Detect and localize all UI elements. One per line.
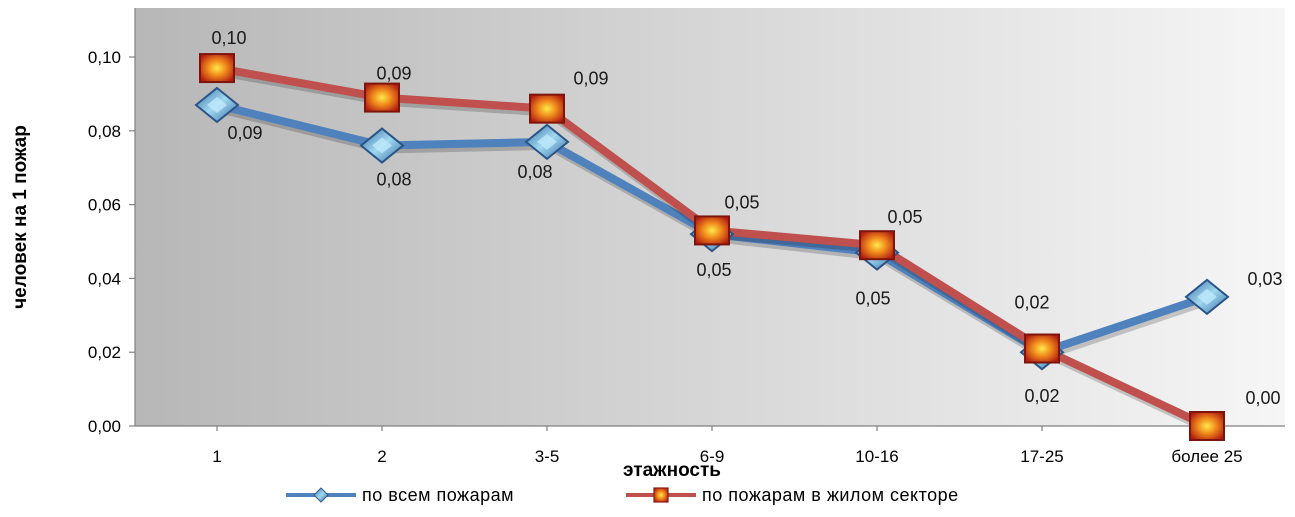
x-tick-label: 6-9 [700, 447, 725, 466]
x-tick-label: 17-25 [1020, 447, 1063, 466]
data-point-square-icon [694, 215, 730, 246]
data-point-square-icon [364, 82, 400, 113]
x-tick-label: более 25 [1171, 447, 1242, 466]
data-point-diamond-core [537, 133, 557, 150]
y-tick-label: 0,08 [88, 122, 121, 141]
legend-marker-diamond-icon [313, 487, 329, 503]
data-label: 0,10 [211, 28, 246, 48]
data-point-square-icon [529, 93, 565, 124]
x-axis-title: этажность [623, 460, 721, 481]
x-tick-label: 3-5 [535, 447, 560, 466]
y-tick-label: 0,02 [88, 343, 121, 362]
y-tick-label: 0,04 [88, 269, 121, 288]
legend-item-all-fires: по всем пожарам [286, 485, 514, 505]
data-label: 0,09 [376, 64, 411, 84]
data-point-square-icon [199, 53, 235, 84]
x-tick-label: 10-16 [855, 447, 898, 466]
y-axis-title: человек на 1 пожар [10, 125, 31, 309]
data-label: 0,08 [517, 162, 552, 182]
data-label: 0,05 [855, 289, 890, 309]
legend-marker-square-icon [653, 487, 669, 503]
y-tick-label: 0,06 [88, 196, 121, 215]
legend-label-all-fires: по всем пожарам [362, 485, 514, 505]
y-tick-label: 0,00 [88, 417, 121, 436]
legend: по всем пожарам по пожарам в жилом секто… [286, 485, 959, 505]
data-label: 0,03 [1247, 269, 1282, 289]
y-tick-label: 0,10 [88, 48, 121, 67]
data-point-diamond-core [1197, 288, 1217, 305]
data-label: 0,05 [887, 207, 922, 227]
data-point-diamond-core [372, 137, 392, 154]
data-label: 0,09 [573, 69, 608, 89]
data-label: 0,08 [376, 170, 411, 190]
data-label: 0,02 [1014, 293, 1049, 313]
data-label: 0,05 [724, 192, 759, 212]
data-label: 0,00 [1245, 388, 1280, 408]
legend-item-residential-fires: по пожарам в жилом секторе [626, 485, 959, 505]
data-label: 0,09 [227, 123, 262, 143]
x-tick-label: 1 [212, 447, 221, 466]
data-label: 0,05 [696, 260, 731, 280]
data-point-square-icon [1189, 411, 1225, 441]
legend-label-residential-fires: по пожарам в жилом секторе [702, 485, 959, 505]
data-point-square-icon [1024, 333, 1060, 364]
x-tick-label: 2 [377, 447, 386, 466]
data-point-diamond-core [207, 96, 227, 113]
data-label: 0,02 [1024, 386, 1059, 406]
data-point-square-icon [859, 230, 895, 261]
